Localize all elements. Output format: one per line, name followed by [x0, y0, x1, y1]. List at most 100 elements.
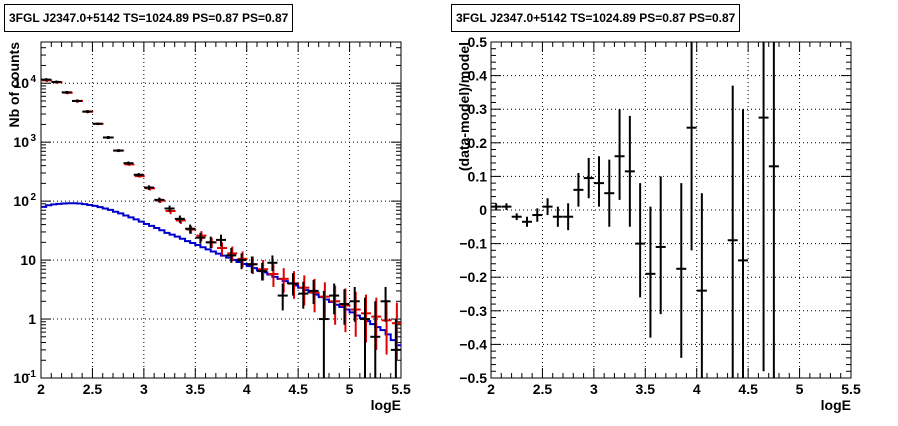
x-tick-label: 4.5 [288, 381, 308, 397]
data-point [298, 281, 309, 309]
y-tick-label: 0.4 [468, 68, 488, 84]
residual-point [738, 109, 748, 378]
y-tick-label-exponent: 3 [30, 133, 36, 144]
residual-point [532, 208, 543, 222]
residual-point [511, 213, 522, 221]
y-tick-label-base: 1 [28, 311, 36, 327]
residual-point [758, 42, 769, 372]
residual-point [522, 216, 532, 227]
residual-point [563, 203, 574, 231]
plot-area [41, 42, 401, 378]
y-tick-label: 0 [479, 202, 487, 218]
data-point [51, 80, 62, 84]
data-point [154, 197, 165, 203]
data-point [267, 255, 278, 272]
data-point [82, 110, 93, 114]
data-point [144, 185, 154, 190]
y-tick-label-base: 10 [13, 193, 29, 209]
x-tick-label: 2 [37, 381, 45, 397]
y-tick-label: 1 [28, 311, 36, 327]
x-axis-label: logE [371, 397, 401, 413]
data-point [329, 283, 340, 315]
panel-residuals: 2 2.5 3 3.5 4 4.5 5 5.5 −0.5 −0.4 −0.3 −0.2 −0.1 0 0.1… [456, 34, 861, 413]
y-tick-label-base: 10 [13, 75, 29, 91]
data-point [288, 273, 298, 296]
data-point [349, 286, 360, 322]
residual-point [583, 157, 594, 199]
y-tick-label: 0.2 [468, 135, 488, 151]
data-point [185, 224, 196, 234]
residual-point [768, 42, 779, 378]
data-point [133, 172, 144, 177]
data-point [370, 301, 381, 378]
data-point [205, 236, 216, 249]
y-tick-label: 0.1 [468, 168, 488, 184]
residual-point [542, 198, 553, 216]
residual-point [624, 115, 635, 227]
y-tick-label-exponent: -1 [27, 369, 36, 380]
residual-point [594, 156, 604, 207]
y-tick-label-exponent: 2 [30, 192, 36, 203]
plot-marks [491, 42, 779, 378]
data-point [61, 90, 72, 94]
y-axis-label: (data-model)/model [456, 42, 472, 171]
residual-point [635, 183, 646, 298]
component-series-line [41, 202, 401, 347]
data-point [72, 99, 82, 103]
x-tick-label: 5.5 [841, 381, 861, 397]
x-tick-label: 5 [346, 381, 354, 397]
x-tick-label: 4.5 [738, 381, 758, 397]
residual-point [614, 109, 625, 200]
y-tick-label: −0.5 [459, 370, 487, 386]
data-point [123, 161, 134, 165]
y-tick-label: −0.3 [459, 303, 487, 319]
x-axis-label: logE [821, 397, 851, 413]
x-tick-label: 3.5 [186, 381, 206, 397]
chart-title-left: 3FGL J2347.0+5142 TS=1024.89 PS=0.87 PS=… [4, 4, 294, 32]
data-point [195, 232, 206, 244]
residual-point [573, 173, 584, 207]
y-tick-label: 10 [13, 370, 29, 386]
y-tick-label: 10 [13, 134, 29, 150]
residual-point [655, 176, 666, 315]
residual-point [727, 85, 738, 378]
x-tick-label: 2.5 [533, 381, 553, 397]
x-tick-label: 3 [590, 381, 598, 397]
x-tick-label: 4 [693, 381, 701, 397]
residual-point [645, 206, 656, 338]
data-point [390, 319, 401, 378]
data-point [102, 136, 113, 140]
data-point [41, 78, 52, 82]
y-axis-label: Nb of counts [6, 42, 22, 128]
y-tick-label: 10 [13, 193, 29, 209]
y-tick-label: 10 [20, 252, 36, 268]
data-point [339, 289, 350, 325]
residual-point [696, 193, 707, 378]
data-point [308, 279, 319, 304]
x-tick-label: 4 [243, 381, 251, 397]
plot-marks [41, 78, 401, 378]
y-tick-label: 10 [13, 75, 29, 91]
data-point [236, 253, 247, 270]
residual-point [552, 206, 563, 227]
x-tick-label: 5.5 [391, 381, 411, 397]
residual-point [686, 42, 697, 251]
y-tick-label-base: 10 [20, 252, 36, 268]
y-tick-label: 0.3 [468, 101, 488, 117]
data-point [174, 215, 185, 223]
y-tick-label-base: 10 [13, 370, 29, 386]
data-point [318, 290, 329, 378]
data-point [380, 286, 391, 322]
data-point [246, 256, 257, 274]
data-point [164, 205, 175, 212]
x-tick-label: 3 [140, 381, 148, 397]
residual-point [676, 183, 687, 358]
data-point [277, 283, 288, 311]
x-tick-label: 5 [796, 381, 804, 397]
chart-title-right: 3FGL J2347.0+5142 TS=1024.89 PS=0.87 PS=… [451, 4, 741, 32]
y-tick-label: 0.5 [468, 34, 488, 50]
data-point [113, 149, 124, 153]
y-tick-label-base: 10 [13, 134, 29, 150]
